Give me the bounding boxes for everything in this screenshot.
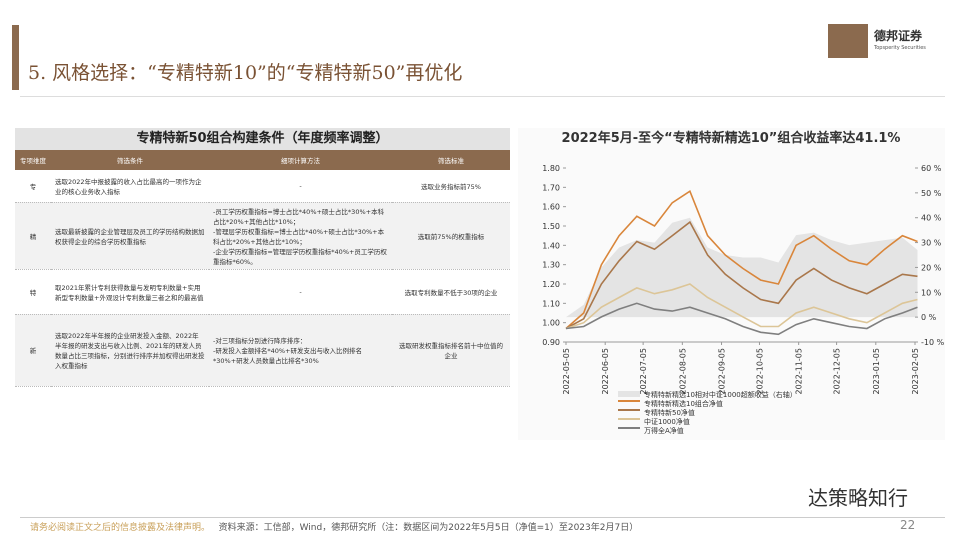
table-cell: 选取前75%的权重指标 <box>392 202 510 270</box>
legend-label: 万得全A净值 <box>644 426 684 435</box>
y2-tick-label: 50 % <box>921 189 942 198</box>
table-cell: 选取业务指标前75% <box>392 170 510 203</box>
line <box>565 220 918 330</box>
y-tick-label: 1.60 <box>542 203 560 212</box>
line <box>565 302 918 336</box>
y-tick-label: 1.40 <box>542 241 560 250</box>
legend-label: 专精特新精选10相对中证1000超额收益（右轴） <box>644 390 797 399</box>
legend-label: 专精特新精选10组合净值 <box>644 399 723 408</box>
table-cell: 取2021年累计专利获得数量与发明专利数量+实用新型专利数量+外观设计专利数量三… <box>51 269 209 315</box>
y-tick-label: 1.00 <box>542 319 560 328</box>
table-panel: 专精特新50组合构建条件（年度频率调整） 专项维度 筛选条件 细项计算方法 筛选标准专… <box>15 128 510 420</box>
legend-swatch <box>618 409 640 411</box>
line <box>565 189 918 330</box>
table-cell: -对三项指标分别进行降序排序： -研发投入金额排名*40%+研发支出与收入比例排… <box>209 314 392 387</box>
table-cell: 选取专利数量不低于30项的企业 <box>392 269 510 315</box>
table-row: 专选取2022年中报披露的收入占比最高的一项作为企业的核心业务收入指标 - 选取业务… <box>15 170 510 203</box>
table-row: 特取2021年累计专利获得数量与发明专利数量+实用新型专利数量+外观设计专利数量… <box>15 269 510 315</box>
legend-swatch <box>618 427 640 429</box>
legend-label: 中证1000净值 <box>644 417 690 426</box>
table-cell: 精 <box>15 202 51 270</box>
footer-line <box>20 517 945 518</box>
y-tick-label: 0.90 <box>542 338 560 347</box>
x-tick-label: 2023-01-05 <box>872 348 881 395</box>
footer: 请务必阅读正文之后的信息披露及法律声明。 资料来源：工信部，Wind，德邦研究所… <box>30 520 638 533</box>
y2-tick-label: -10 % <box>921 338 945 347</box>
legend-swatch <box>618 400 640 402</box>
x-tick-label: 2022-12-05 <box>833 348 842 395</box>
legend-swatch <box>618 418 640 420</box>
column-header: 细项计算方法 <box>209 150 392 170</box>
table-row: 精选取最新披露的企业管理层及员工的学历结构数据加权获得企业的综合学历权重指标 -员… <box>15 202 510 270</box>
y2-tick-label: 30 % <box>921 239 942 248</box>
column-header: 筛选标准 <box>392 150 510 170</box>
logo-text: 德邦证券 <box>874 29 923 43</box>
chart-panel: 2022年5月-至今“专精特新精选10”组合收益率达41.1% 0.90 1.00… <box>518 128 945 440</box>
column-header: 筛选条件 <box>51 150 209 170</box>
disclaimer: 请务必阅读正文之后的信息披露及法律声明。 <box>30 523 211 533</box>
x-tick-label: 2022-08-05 <box>678 348 687 395</box>
y-tick-label: 1.70 <box>542 183 560 192</box>
x-tick-label: 2022-06-05 <box>601 348 610 395</box>
y2-tick-label: 20 % <box>921 263 942 272</box>
y-tick-label: 1.50 <box>542 222 560 231</box>
watermark: 达策略知行 <box>808 486 908 510</box>
table-row: 新选取2022年半年报的企业研发投入金额、2022年半年报的研发支出与收入比例、… <box>15 314 510 387</box>
x-tick-label: 2022-07-05 <box>639 348 648 395</box>
chart-title: 2022年5月-至今“专精特新精选10”组合收益率达41.1% <box>562 130 901 146</box>
y-tick-label: 1.80 <box>542 164 560 173</box>
divider <box>20 96 945 97</box>
table-cell: - <box>209 170 392 203</box>
table-cell: - <box>209 269 392 315</box>
logo-en: Topsperity Securities <box>874 45 926 51</box>
table-cell: 选取2022年中报披露的收入占比最高的一项作为企业的核心业务收入指标 <box>51 170 209 203</box>
y2-tick-label: 60 % <box>921 164 942 173</box>
table-cell: 选取2022年半年报的企业研发投入金额、2022年半年报的研发支出与收入比例、2… <box>51 314 209 387</box>
y2-tick-label: 40 % <box>921 214 942 223</box>
table: 专项维度 筛选条件 细项计算方法 筛选标准专选取2022年中报披露的收入占比最高的一项… <box>15 150 510 387</box>
x-tick-label: 2022-05-05 <box>562 348 571 395</box>
x-tick-label: 2022-10-05 <box>755 348 764 395</box>
y2-tick-label: 10 % <box>921 288 942 297</box>
page-number: 22 <box>900 518 916 532</box>
table-cell: 选取研发权重指标排名前十中位值的企业 <box>392 314 510 387</box>
x-tick-label: 2022-09-05 <box>718 348 727 395</box>
slide-title: 5. 风格选择：“专精特新10”的“专精特新50”再优化 <box>28 62 463 84</box>
table-title: 专精特新50组合构建条件（年度频率调整） <box>15 128 510 150</box>
logo-icon <box>828 24 868 58</box>
table-cell: -员工学历权重指标=博士占比*40%+硕士占比*30%+本科占比*20%+其他占… <box>209 202 392 270</box>
accent-bar <box>12 25 19 90</box>
table-cell: 专 <box>15 170 51 203</box>
chart: 2022年5月-至今“专精特新精选10”组合收益率达41.1% 0.90 1.00… <box>542 130 945 435</box>
table-cell: 选取最新披露的企业管理层及员工的学历结构数据加权获得企业的综合学历权重指标 <box>51 202 209 270</box>
y-tick-label: 1.20 <box>542 280 560 289</box>
x-tick-label: 2023-02-05 <box>911 348 920 395</box>
line <box>565 283 918 330</box>
column-header: 专项维度 <box>15 150 51 170</box>
table-cell: 新 <box>15 314 51 387</box>
y-tick-label: 1.10 <box>542 299 560 308</box>
source: 资料来源：工信部，Wind，德邦研究所（注：数据区间为2022年5月5日（净值=… <box>218 523 639 533</box>
legend-label: 专精特新50净值 <box>644 408 695 417</box>
y-tick-label: 1.30 <box>542 261 560 270</box>
x-tick-label: 2022-11-05 <box>795 348 804 395</box>
legend-swatch <box>618 391 640 397</box>
table-cell: 特 <box>15 269 51 315</box>
y2-tick-label: 0 % <box>921 313 937 322</box>
